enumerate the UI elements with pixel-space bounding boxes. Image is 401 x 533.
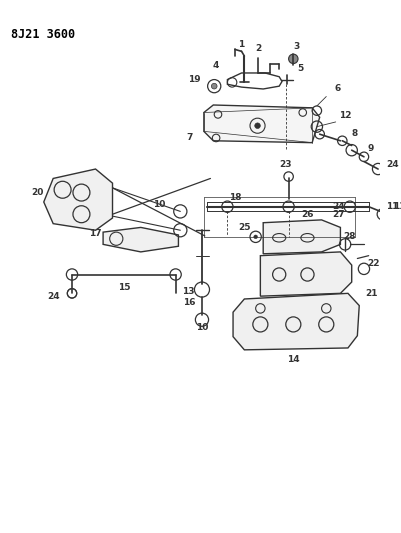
Circle shape <box>254 123 260 128</box>
Polygon shape <box>233 293 358 350</box>
Text: 16: 16 <box>183 298 196 307</box>
Circle shape <box>211 83 217 89</box>
Circle shape <box>288 54 297 63</box>
Text: 27: 27 <box>331 209 344 219</box>
Text: 1: 1 <box>238 40 244 49</box>
Text: 17: 17 <box>89 229 101 238</box>
Text: 23: 23 <box>279 160 291 169</box>
Text: 28: 28 <box>343 232 355 241</box>
Text: 21: 21 <box>365 289 377 298</box>
Text: 8J21 3600: 8J21 3600 <box>11 28 75 41</box>
Text: 25: 25 <box>237 223 250 232</box>
Polygon shape <box>103 228 178 252</box>
Polygon shape <box>263 220 340 254</box>
Polygon shape <box>260 252 351 296</box>
Text: 18: 18 <box>228 193 241 202</box>
Text: 15: 15 <box>117 283 130 292</box>
Text: 5: 5 <box>297 64 303 73</box>
Text: 24: 24 <box>385 160 397 169</box>
Text: 24: 24 <box>331 202 344 211</box>
Text: 6: 6 <box>334 85 340 93</box>
Text: 10: 10 <box>153 200 165 209</box>
Text: 13: 13 <box>181 287 194 296</box>
Text: 11: 11 <box>385 202 397 211</box>
Text: 26: 26 <box>300 209 313 219</box>
Text: 8: 8 <box>350 129 357 138</box>
Text: 14: 14 <box>286 355 299 364</box>
Circle shape <box>253 235 257 239</box>
Text: 24: 24 <box>47 292 59 301</box>
Polygon shape <box>44 169 112 230</box>
Text: 20: 20 <box>31 188 43 197</box>
Text: 3: 3 <box>292 42 298 51</box>
Text: 10: 10 <box>195 323 208 332</box>
Text: 7: 7 <box>186 133 192 142</box>
Text: 19: 19 <box>188 75 200 84</box>
Text: 4: 4 <box>213 61 219 70</box>
Text: 2: 2 <box>255 44 261 53</box>
Text: 9: 9 <box>367 144 373 153</box>
Text: 12: 12 <box>338 111 350 120</box>
Polygon shape <box>203 105 319 143</box>
Text: 22: 22 <box>366 259 379 268</box>
Text: 11: 11 <box>391 202 401 211</box>
